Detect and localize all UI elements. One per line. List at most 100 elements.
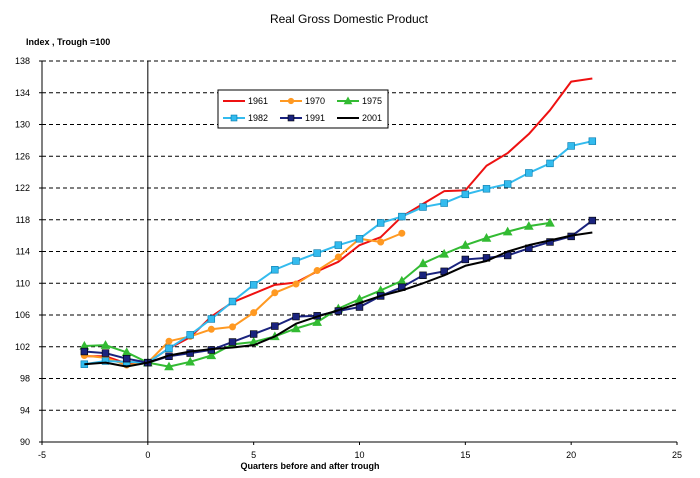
x-tick-label: 10: [354, 450, 364, 460]
y-axis-label: Index , Trough =100: [26, 37, 110, 47]
point-1970: [377, 238, 385, 246]
point-1991: [122, 354, 131, 363]
legend-label: 1982: [248, 113, 268, 123]
point-1982: [419, 203, 427, 211]
series-2001: [84, 231, 593, 368]
series-1982: [80, 137, 597, 368]
point-1982: [207, 315, 216, 323]
point-1991: [101, 349, 110, 357]
point-1982: [334, 241, 343, 249]
point-1991: [80, 347, 89, 356]
point-1975: [418, 258, 428, 268]
x-tick-label: 0: [145, 450, 150, 460]
point-1970: [292, 280, 300, 288]
point-1975: [164, 361, 174, 371]
point-1982: [461, 190, 470, 199]
x-tick-label: 20: [566, 450, 576, 460]
y-tick-label: 114: [16, 247, 30, 257]
y-tick-label: 134: [15, 88, 30, 98]
legend-item-1975: 1975: [337, 96, 382, 106]
point-1982: [228, 297, 237, 306]
point-1991: [588, 216, 597, 225]
point-1970: [165, 337, 173, 345]
point-1991: [249, 330, 258, 338]
point-1982: [525, 169, 533, 177]
point-1982: [271, 266, 279, 274]
point-1982: [546, 159, 554, 168]
point-1991: [292, 312, 300, 321]
chart-title: Real Gross Domestic Product: [270, 12, 429, 26]
legend-label: 1961: [248, 96, 268, 106]
series-layer: [79, 77, 597, 371]
point-1982: [398, 212, 406, 221]
legend-item-1961: 1961: [223, 96, 268, 106]
legend-item-1970: 1970: [280, 96, 325, 106]
y-tick-label: 102: [15, 342, 30, 352]
x-axis-label: Quarters before and after trough: [240, 461, 379, 471]
point-1982: [440, 199, 448, 207]
point-1975: [502, 226, 513, 236]
point-1975: [291, 323, 301, 333]
point-1982: [186, 331, 194, 339]
legend-label: 1970: [305, 96, 325, 106]
legend-item-1982: 1982: [223, 113, 268, 123]
x-tick-label: 25: [672, 450, 682, 460]
legend-marker: [230, 114, 238, 122]
point-1970: [398, 229, 406, 237]
point-1982: [249, 281, 258, 289]
point-1982: [313, 249, 321, 257]
legend-label: 2001: [362, 113, 382, 123]
point-1982: [376, 219, 385, 227]
point-1982: [503, 180, 512, 188]
series-line-2001: [84, 231, 593, 368]
point-1982: [588, 137, 597, 145]
point-1975: [439, 248, 450, 258]
point-1975: [481, 232, 492, 242]
y-tick-label: 138: [15, 56, 30, 66]
y-tick-label: 90: [20, 437, 30, 447]
x-tick-label: 5: [251, 450, 256, 460]
point-1975: [523, 221, 534, 230]
point-1991: [461, 255, 470, 264]
x-tick-label: 15: [460, 450, 470, 460]
y-tick-label: 106: [15, 310, 30, 320]
y-tick-label: 126: [15, 151, 30, 161]
point-1991: [271, 322, 279, 330]
legend-marker: [287, 97, 295, 105]
y-tick-label: 110: [16, 278, 30, 288]
point-1975: [100, 340, 111, 349]
y-tick-label: 98: [20, 374, 30, 384]
y-tick-label: 130: [15, 120, 30, 130]
point-1991: [419, 271, 427, 280]
point-1982: [165, 344, 173, 353]
legend-item-2001: 2001: [337, 113, 382, 123]
point-1982: [567, 142, 575, 150]
point-1982: [482, 185, 491, 193]
point-1975: [312, 317, 323, 326]
legend-item-1991: 1991: [280, 113, 325, 123]
point-1970: [229, 323, 236, 331]
legend-marker: [287, 114, 295, 122]
tick-labels: 90 94 98 102 106 110 114 118 122 126 130 134 138 -5 0 5…: [15, 56, 682, 460]
axes: [39, 60, 678, 445]
point-1975: [545, 217, 555, 227]
legend-marker: [343, 96, 353, 105]
point-1975: [185, 356, 196, 366]
point-1982: [101, 357, 110, 365]
point-1970: [334, 253, 342, 261]
y-tick-label: 118: [16, 215, 30, 225]
series-1975: [79, 217, 555, 371]
y-tick-label: 122: [15, 183, 30, 193]
point-1975: [206, 350, 217, 360]
legend-box: [217, 89, 389, 129]
point-1982: [292, 257, 300, 265]
point-1970: [207, 325, 215, 333]
point-1991: [228, 338, 237, 346]
point-1970: [313, 267, 321, 275]
y-tick-label: 94: [20, 405, 30, 415]
point-1970: [271, 289, 279, 297]
point-1970: [250, 309, 258, 317]
legend-label: 1975: [362, 96, 382, 106]
point-1975: [460, 240, 471, 249]
